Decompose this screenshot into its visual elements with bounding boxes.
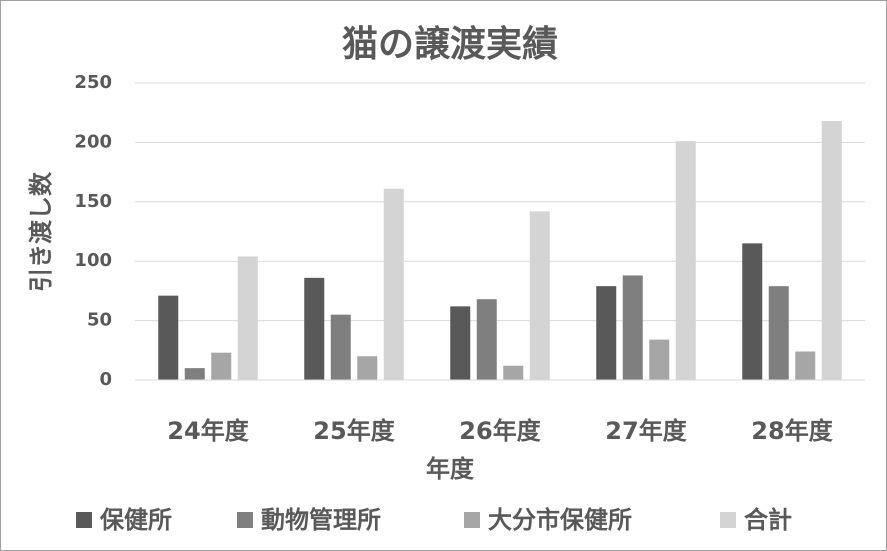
bar — [503, 365, 524, 380]
bar — [622, 275, 643, 380]
bar — [184, 368, 205, 380]
bar — [821, 121, 842, 381]
x-tick-label: 28年度 — [751, 417, 833, 445]
y-tick-label: 0 — [99, 369, 112, 390]
bar — [304, 277, 325, 380]
bar — [675, 141, 696, 380]
bar — [383, 188, 404, 380]
x-tick-label: 25年度 — [313, 417, 395, 445]
x-tick-label: 24年度 — [167, 417, 249, 445]
legend-swatch — [76, 512, 92, 528]
bar — [450, 306, 471, 380]
y-tick-label: 150 — [74, 191, 112, 212]
bar — [237, 256, 258, 380]
bar — [357, 356, 378, 380]
legend-label: 大分市保健所 — [488, 506, 632, 534]
y-tick-label: 250 — [74, 72, 112, 93]
bar — [529, 211, 550, 380]
x-tick-label: 26年度 — [459, 417, 541, 445]
legend-swatch — [464, 512, 480, 528]
bar — [211, 352, 232, 380]
bar — [768, 286, 789, 380]
bar — [742, 243, 763, 380]
y-tick-label: 200 — [74, 131, 112, 152]
bar — [476, 299, 497, 380]
y-axis-label: 引き渡し数 — [27, 171, 55, 292]
legend-label: 合計 — [744, 506, 792, 534]
y-tick-label: 50 — [87, 310, 112, 331]
x-axis-label: 年度 — [426, 455, 475, 483]
bar — [596, 286, 617, 380]
chart-title: 猫の譲渡実績 — [342, 24, 558, 65]
bar — [649, 339, 670, 380]
legend-swatch — [237, 512, 253, 528]
legend-label: 動物管理所 — [261, 506, 381, 534]
bar — [330, 314, 351, 380]
legend-label: 保健所 — [99, 506, 172, 534]
bar — [795, 351, 816, 380]
bar — [158, 295, 179, 380]
y-tick-label: 100 — [74, 250, 112, 271]
x-tick-label: 27年度 — [605, 417, 687, 445]
legend-swatch — [720, 512, 736, 528]
